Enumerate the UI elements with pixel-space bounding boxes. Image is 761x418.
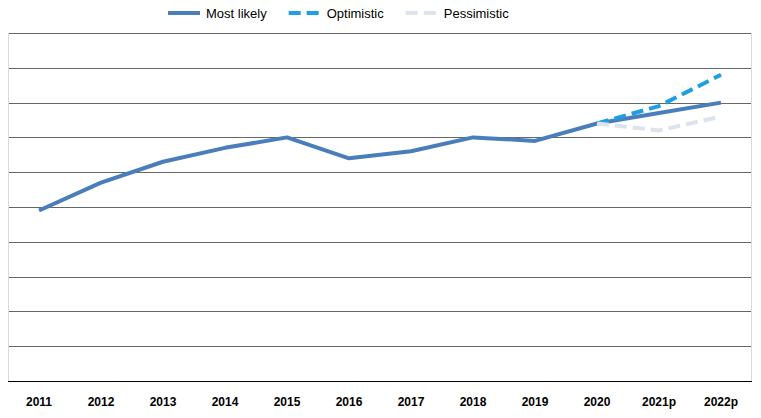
x-tick-label: 2014 bbox=[212, 395, 239, 409]
axis-frame bbox=[8, 33, 9, 381]
grid-line bbox=[8, 311, 752, 312]
axis-frame bbox=[751, 33, 752, 381]
x-tick-label: 2017 bbox=[398, 395, 425, 409]
grid-line bbox=[8, 137, 752, 138]
x-tick-label: 2013 bbox=[150, 395, 177, 409]
grid-line bbox=[8, 277, 752, 278]
x-tick-label: 2020 bbox=[584, 395, 611, 409]
series-line bbox=[597, 117, 721, 131]
plot-area bbox=[39, 75, 721, 211]
x-tick-label: 2021p bbox=[642, 395, 676, 409]
x-tick-label: 2011 bbox=[26, 395, 52, 409]
x-tick-label: 2022p bbox=[704, 395, 738, 409]
chart: 2011 2012 2013 2014 2015 2016 2017 2018 2019 2020… bbox=[0, 0, 761, 418]
legend-label: Most likely bbox=[206, 6, 267, 21]
legend-swatch bbox=[168, 11, 200, 15]
grid-line bbox=[8, 207, 752, 208]
grid-line bbox=[8, 68, 752, 69]
legend-swatch bbox=[406, 11, 438, 15]
x-tick-label: 2019 bbox=[522, 395, 549, 409]
grid-line bbox=[8, 103, 752, 104]
grid-line bbox=[8, 242, 752, 243]
x-tick-label: 2018 bbox=[460, 395, 487, 409]
legend-swatch bbox=[289, 11, 321, 15]
legend-label: Optimistic bbox=[327, 6, 385, 21]
grid-line bbox=[8, 346, 752, 347]
x-tick-label: 2012 bbox=[88, 395, 115, 409]
x-tick-label: 2015 bbox=[274, 395, 301, 409]
legend-label: Pessimistic bbox=[444, 6, 510, 21]
grid-line bbox=[8, 33, 752, 34]
x-tick-label: 2016 bbox=[336, 395, 363, 409]
grid-line bbox=[8, 381, 752, 382]
series-line bbox=[597, 75, 721, 124]
grid-line bbox=[8, 172, 752, 173]
